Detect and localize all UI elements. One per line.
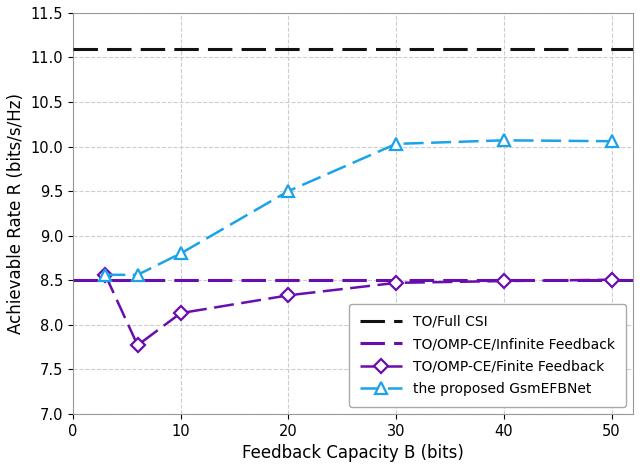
Legend: TO/Full CSI, TO/OMP-CE/Infinite Feedback, TO/OMP-CE/Finite Feedback, the propose: TO/Full CSI, TO/OMP-CE/Infinite Feedback… bbox=[349, 303, 626, 407]
X-axis label: Feedback Capacity B (bits): Feedback Capacity B (bits) bbox=[242, 444, 464, 462]
Y-axis label: Achievable Rate R (bits/s/Hz): Achievable Rate R (bits/s/Hz) bbox=[7, 93, 25, 334]
